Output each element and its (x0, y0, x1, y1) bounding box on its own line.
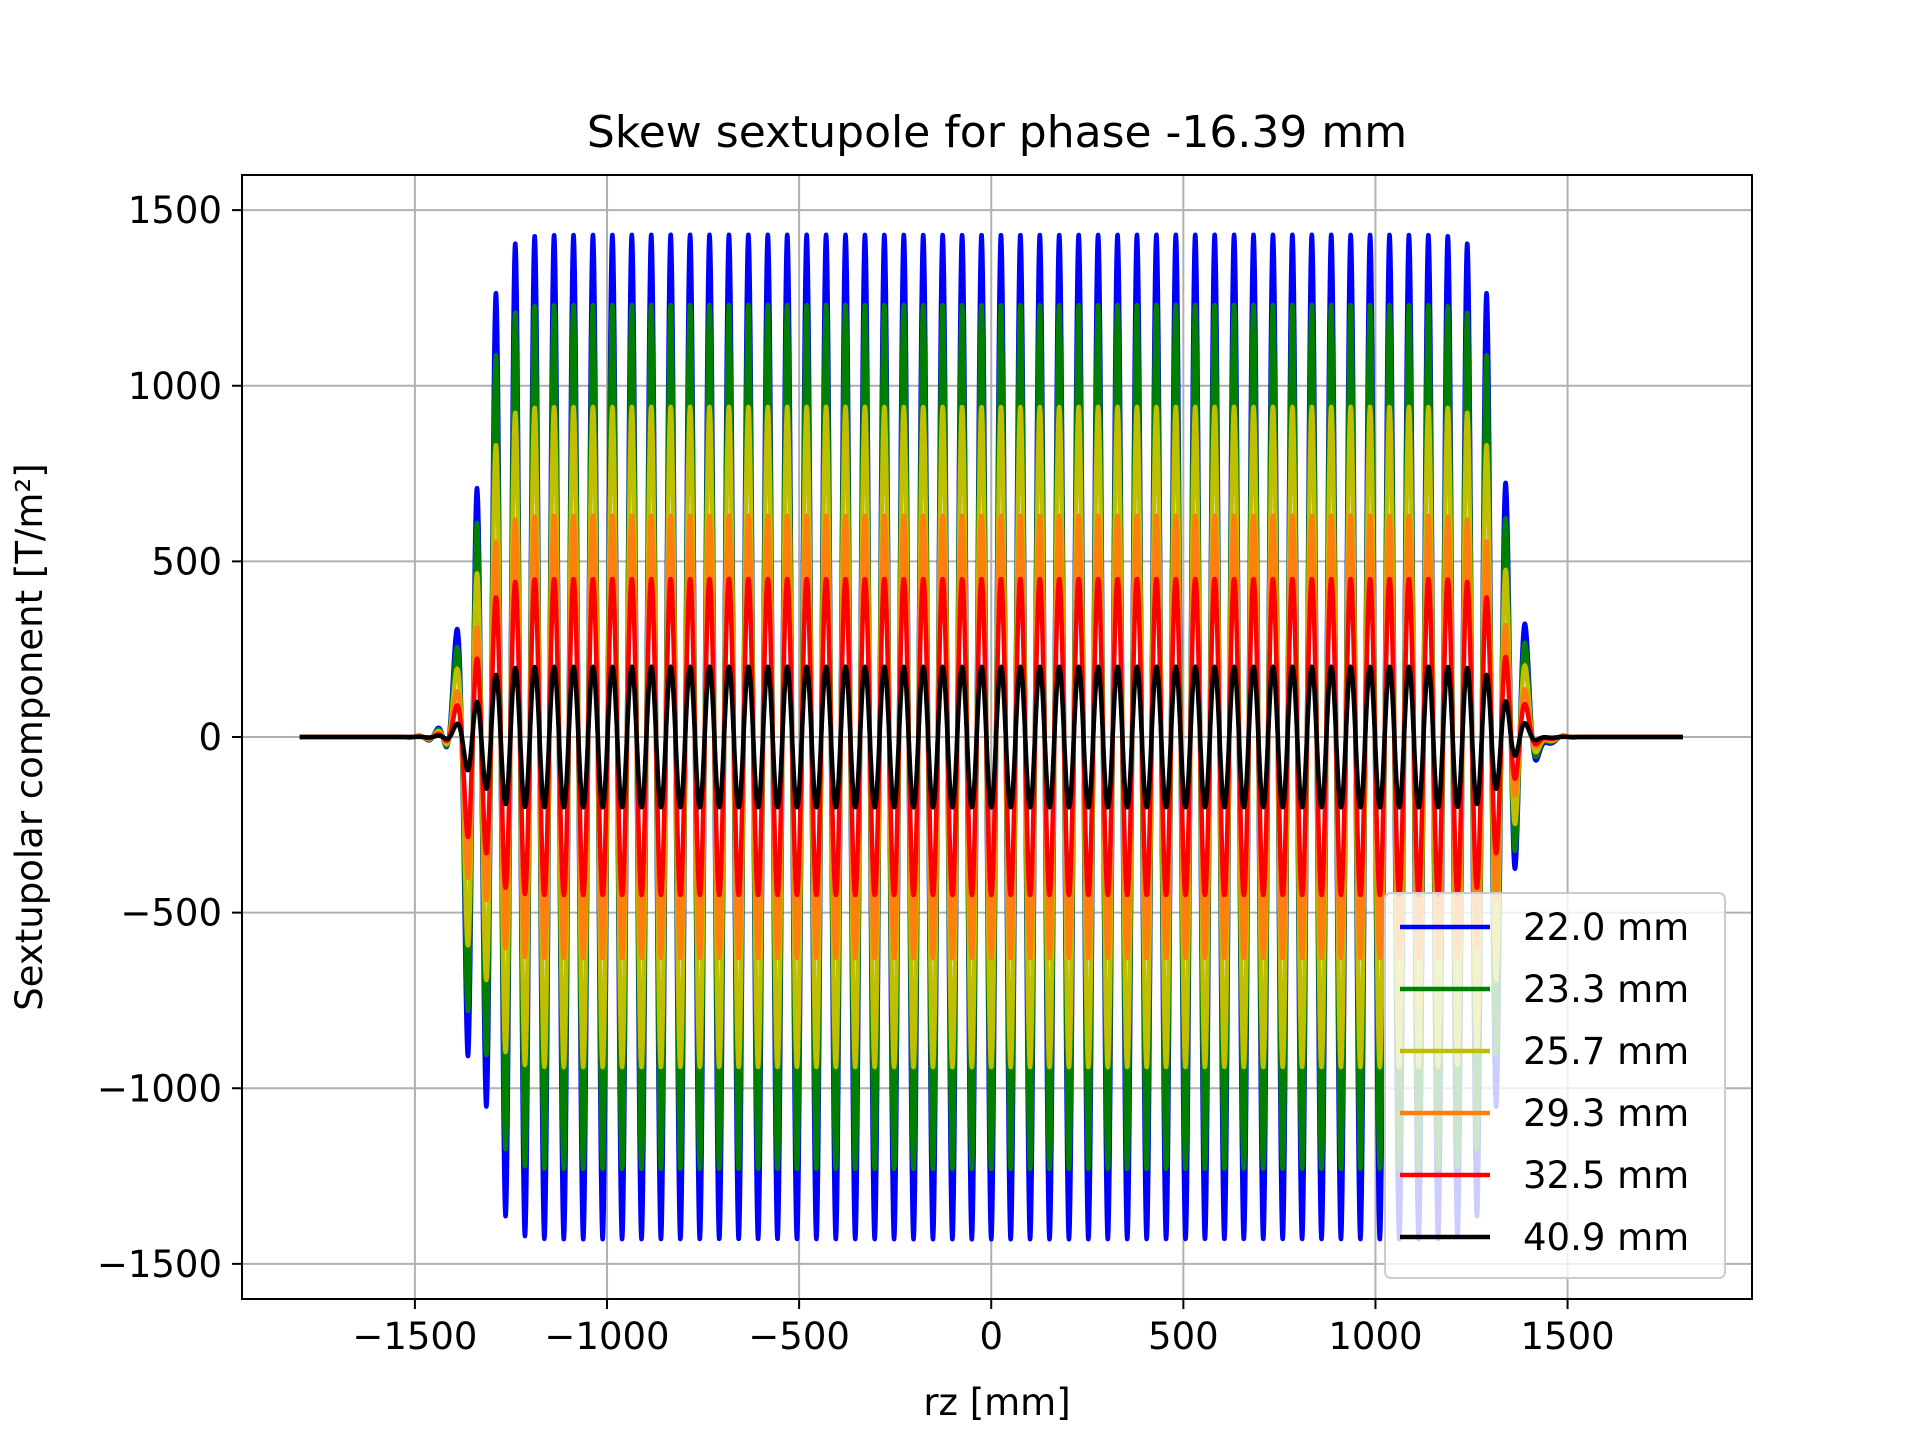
x-tick-label: 500 (1148, 1315, 1219, 1358)
x-tick-label: 1500 (1520, 1315, 1614, 1358)
legend-label: 32.5 mm (1523, 1154, 1689, 1197)
x-tick-label: 1000 (1328, 1315, 1422, 1358)
legend-label: 29.3 mm (1523, 1092, 1689, 1135)
ticks: −1500 −1000 −500 0 500 1000 1500 −1500 −1000 −500… (97, 189, 1615, 1358)
y-tick-label: 1000 (128, 365, 222, 408)
y-tick-label: −1500 (97, 1243, 222, 1286)
legend-label: 23.3 mm (1523, 968, 1689, 1011)
x-tick-label: 0 (979, 1315, 1003, 1358)
plot-area (297, 232, 1685, 1242)
y-axis-label: Sextupolar component [T/m²] (8, 463, 51, 1010)
y-tick-label: 500 (151, 540, 222, 583)
x-axis-label: rz [mm] (923, 1381, 1070, 1424)
legend-label: 40.9 mm (1523, 1216, 1689, 1259)
y-tick-label: −500 (120, 892, 222, 935)
y-tick-label: 1500 (128, 189, 222, 232)
series-lines (297, 232, 1685, 1242)
legend-label: 22.0 mm (1523, 906, 1689, 949)
legend-label: 25.7 mm (1523, 1030, 1689, 1073)
y-tick-label: 0 (198, 716, 222, 759)
legend: 22.0 mm 23.3 mm 25.7 mm 29.3 mm 32.5 mm 40.9 … (1384, 892, 1726, 1279)
y-tick-label: −1000 (97, 1067, 222, 1110)
series-line-6 (297, 664, 1685, 810)
chart-title: Skew sextupole for phase -16.39 mm (587, 107, 1407, 158)
x-tick-label: −1500 (352, 1315, 477, 1358)
x-tick-label: −500 (748, 1315, 850, 1358)
x-tick-label: −1000 (544, 1315, 669, 1358)
